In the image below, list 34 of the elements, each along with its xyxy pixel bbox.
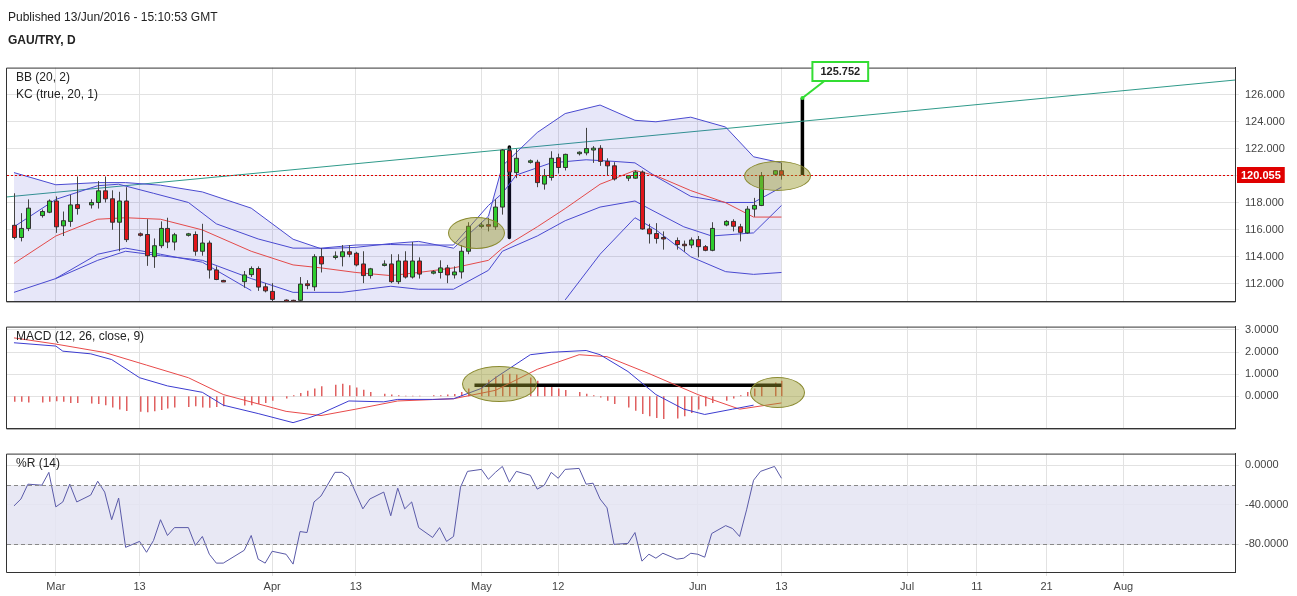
y-tick-label: 116.000 — [1245, 222, 1284, 235]
y-tick-label: 0.0000 — [1245, 389, 1279, 402]
chart-subtitle: Published 13/Jun/2016 - 15:10:53 GMT — [8, 10, 218, 24]
chart-title: GAU/TRY, D — [8, 33, 76, 47]
y-tick-label: -80.0000 — [1245, 537, 1289, 550]
y-tick-label: 114.000 — [1245, 249, 1284, 262]
x-tick-label: 13 — [775, 579, 788, 592]
y-tick-label: 1.0000 — [1245, 367, 1279, 380]
x-tick-label: Mar — [46, 579, 66, 592]
y-tick-label: 3.0000 — [1245, 322, 1279, 335]
annotation: KC (true, 20, 1) — [16, 86, 99, 101]
y-tick-label: -40.0000 — [1245, 497, 1289, 510]
y-tick-label: 118.000 — [1245, 195, 1284, 208]
chart-title: %R (14) — [16, 455, 61, 470]
x-tick-label: May — [471, 579, 493, 592]
x-tick-label: 13 — [133, 579, 146, 592]
x-tick-label: Jun — [688, 579, 707, 592]
y-tick-label: 122.000 — [1245, 141, 1285, 154]
x-tick-label: Aug — [1113, 579, 1134, 592]
y-tick-label: 0.0000 — [1245, 458, 1279, 471]
x-tick-label: 21 — [1040, 579, 1053, 592]
x-tick-label: Jul — [900, 579, 915, 592]
y-tick-label: 124.000 — [1245, 114, 1285, 127]
x-tick-label: 13 — [349, 579, 362, 592]
ref-line-label: 120.055 — [1241, 168, 1281, 181]
annotation: 125.752 — [820, 65, 861, 78]
x-tick-label: Apr — [263, 579, 282, 592]
y-tick-label: 112.000 — [1245, 276, 1284, 289]
chart-title: MACD (12, 26, close, 9) — [16, 328, 145, 343]
annotation: BB (20, 2) — [16, 69, 71, 84]
y-tick-label: 2.0000 — [1245, 345, 1279, 358]
y-tick-label: 126.000 — [1245, 87, 1285, 100]
x-tick-label: 12 — [552, 579, 565, 592]
x-tick-label: 11 — [971, 579, 983, 592]
